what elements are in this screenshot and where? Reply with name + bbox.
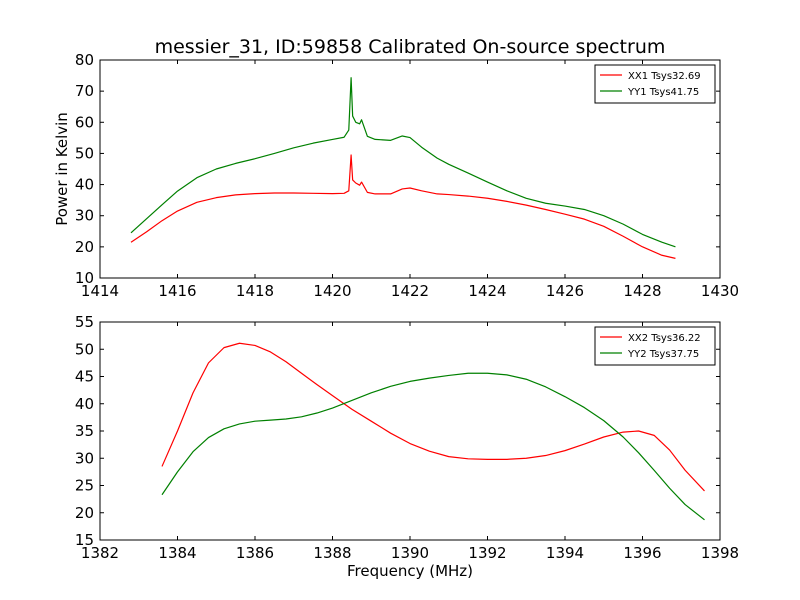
legend-box [594,326,716,366]
y-tick-label: 45 [75,368,94,386]
legend-box [594,64,716,104]
top-chart: 1414 1416 1418 1420 1422 1424 1426 1428 1430 10 20… [75,51,739,300]
series-line-yy2 [161,372,705,521]
y-tick-label: 30 [75,449,94,467]
series-line-xx2 [161,342,705,492]
y-tick-label: 40 [75,395,94,413]
x-axis-label: Frequency (MHz) [347,562,473,580]
x-tick-label: 1418 [236,282,274,300]
y-tick-label: 30 [75,207,94,225]
x-tick-label: 1384 [158,544,196,562]
x-tick-label: 1428 [623,282,661,300]
y-tick-label: 50 [75,340,94,358]
x-tick-label: 1422 [391,282,429,300]
x-tick-label: 1414 [81,282,119,300]
x-tick-label: 1388 [313,544,351,562]
x-tick-label: 1394 [546,544,584,562]
x-tick-label: 1390 [391,544,429,562]
x-tick-label: 1430 [701,282,739,300]
legend-label: YY1 Tsys41.75 [627,87,699,98]
y-tick-label: 35 [75,422,94,440]
legend-label: XX2 Tsys36.22 [628,333,701,344]
y-tick-label: 40 [75,176,94,194]
y-tick-label: 25 [75,477,94,495]
x-tick-label: 1426 [546,282,584,300]
y-tick-label: 10 [75,269,94,287]
legend-label: XX1 Tsys32.69 [628,71,701,82]
x-tick-label: 1420 [313,282,351,300]
y-tick-label: 15 [75,531,94,549]
chart-title: messier_31, ID:59858 Calibrated On-sourc… [155,36,666,58]
x-tick-label: 1386 [236,544,274,562]
y-tick-label: 60 [75,113,94,131]
x-tick-label: 1424 [468,282,506,300]
y-tick-label: 55 [75,313,94,331]
x-tick-label: 1392 [468,544,506,562]
x-tick-label: 1398 [701,544,739,562]
y-axis-label: Power in Kelvin [53,112,71,226]
series-line-yy1 [130,77,676,248]
y-tick-label: 20 [75,238,94,256]
x-tick-label: 1396 [623,544,661,562]
legend-label: YY2 Tsys37.75 [627,349,699,360]
y-tick-label: 70 [75,82,94,100]
y-tick-label: 20 [75,504,94,522]
series-line-xx1 [130,154,676,259]
x-tick-label: 1382 [81,544,119,562]
y-tick-label: 80 [75,51,94,69]
x-tick-label: 1416 [158,282,196,300]
bottom-chart: 1382 1384 1386 1388 1390 1392 1394 1396 1398 15 20… [75,313,739,562]
y-tick-label: 50 [75,144,94,162]
